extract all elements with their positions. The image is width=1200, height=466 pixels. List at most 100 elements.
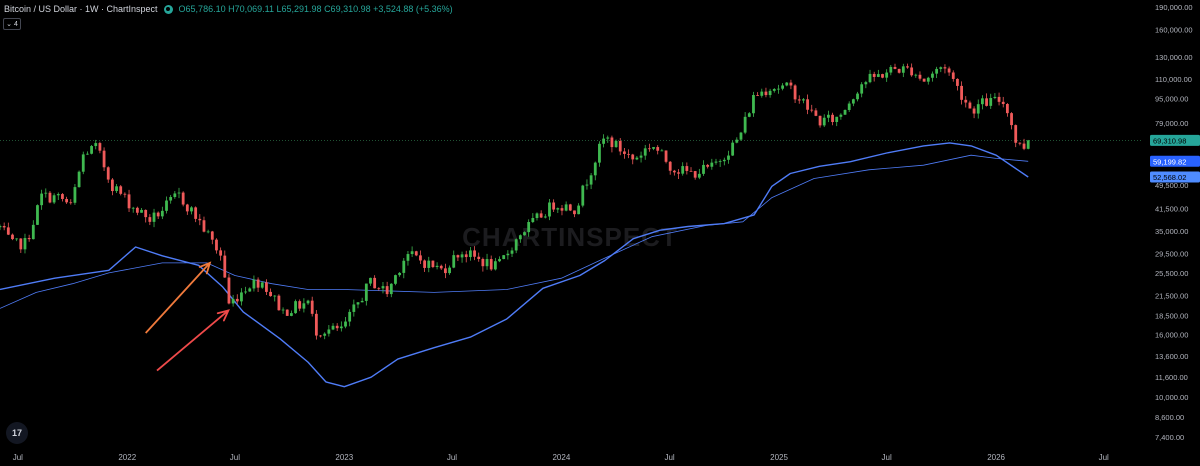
x-tick-label: Jul xyxy=(230,453,240,462)
candle-body xyxy=(156,212,160,217)
candle-body xyxy=(947,68,951,73)
candle-body xyxy=(65,198,69,203)
candle-body xyxy=(323,333,327,336)
candle-body xyxy=(914,74,918,76)
candle-body xyxy=(681,166,685,174)
candle-body xyxy=(369,277,372,284)
candle-body xyxy=(165,200,168,211)
price-label-box[interactable] xyxy=(1150,155,1200,167)
candle-body xyxy=(989,98,993,106)
candle-body xyxy=(302,303,306,309)
candle-body xyxy=(435,265,439,268)
candle-body xyxy=(985,98,988,106)
candle-body xyxy=(631,154,635,160)
candle-body xyxy=(710,162,714,167)
candle-body xyxy=(240,292,243,302)
candle-body xyxy=(876,74,880,77)
candle-body xyxy=(148,217,152,222)
candle-body xyxy=(431,260,435,268)
candle-body xyxy=(269,291,272,297)
candle-body xyxy=(77,171,81,188)
candle-body xyxy=(23,238,27,250)
candle-body xyxy=(881,74,884,78)
candle-body xyxy=(377,288,381,290)
candle-body xyxy=(227,277,231,304)
candle-body xyxy=(502,255,506,260)
candle-body xyxy=(951,72,955,79)
candle-body xyxy=(81,154,85,172)
candle-body xyxy=(485,259,489,267)
candle-body xyxy=(752,95,755,114)
candle-body xyxy=(61,194,64,199)
candle-body xyxy=(781,85,784,89)
candle-body xyxy=(672,170,676,173)
candle-body xyxy=(585,184,589,186)
candle-body xyxy=(577,205,581,215)
candle-body xyxy=(822,117,826,126)
candle-body xyxy=(127,194,131,209)
candle-body xyxy=(489,259,493,270)
candle-body xyxy=(548,202,551,217)
candle-body xyxy=(314,313,318,336)
candle-body xyxy=(260,282,264,288)
candle-body xyxy=(689,170,693,172)
candle-body xyxy=(639,155,643,158)
y-tick-label: 21,500.00 xyxy=(1155,291,1188,300)
y-tick-label: 160,000.00 xyxy=(1155,26,1193,35)
candle-body xyxy=(1022,143,1026,149)
candle-body xyxy=(468,250,472,258)
candle-body xyxy=(398,272,402,276)
price-label-box[interactable] xyxy=(1150,134,1200,146)
candle-body xyxy=(793,85,797,100)
symbol-title[interactable]: Bitcoin / US Dollar · 1W · ChartInspect xyxy=(4,4,158,14)
candle-body xyxy=(893,66,897,69)
y-tick-label: 110,000.00 xyxy=(1155,75,1192,84)
candle-body xyxy=(718,161,722,162)
candle-body xyxy=(177,192,181,194)
x-tick-label: Jul xyxy=(447,453,457,462)
candle-body xyxy=(36,205,39,225)
ohlc-readout: O65,786.10 H70,069.11 L65,291.98 C69,310… xyxy=(179,4,453,14)
candle-body xyxy=(851,99,855,104)
candle-body xyxy=(119,186,123,194)
candle-body xyxy=(452,255,456,268)
candle-body xyxy=(1005,104,1009,114)
candle-body xyxy=(618,141,622,152)
candle-body xyxy=(810,109,814,111)
candle-body xyxy=(277,295,281,311)
candle-body xyxy=(764,91,768,96)
candle-body xyxy=(860,84,864,94)
candle-body xyxy=(456,255,460,258)
candle-body xyxy=(19,238,23,250)
candle-body xyxy=(972,108,976,114)
price-label-box[interactable] xyxy=(1150,171,1200,183)
candle-body xyxy=(535,213,539,219)
indicator-count: 4 xyxy=(13,20,18,28)
candle-body xyxy=(11,234,14,240)
indicators-toggle-button[interactable]: ⌄ 4 xyxy=(3,18,21,30)
candle-body xyxy=(777,88,780,90)
price-label-text: 52,568.02 xyxy=(1153,173,1186,182)
candle-body xyxy=(756,95,760,96)
candle-body xyxy=(685,166,689,171)
candle-body xyxy=(964,99,968,103)
x-tick-label: Jul xyxy=(664,453,674,462)
candle-body xyxy=(15,238,19,240)
close-value: C69,310.98 xyxy=(324,4,371,14)
candle-body xyxy=(623,151,626,154)
candle-body xyxy=(427,260,431,268)
candle-body xyxy=(568,204,572,211)
y-tick-label: 35,000.00 xyxy=(1155,227,1188,236)
candle-body xyxy=(52,195,56,203)
candle-body xyxy=(335,325,339,329)
x-tick-label: Jul xyxy=(13,453,23,462)
candle-body xyxy=(693,171,697,178)
candle-body xyxy=(298,301,302,309)
candle-body xyxy=(727,155,730,160)
candle-body xyxy=(331,325,335,330)
tradingview-logo-icon[interactable]: 17 xyxy=(6,422,28,444)
candle-body xyxy=(385,286,389,295)
candle-body xyxy=(215,239,218,251)
candle-body xyxy=(194,207,198,219)
